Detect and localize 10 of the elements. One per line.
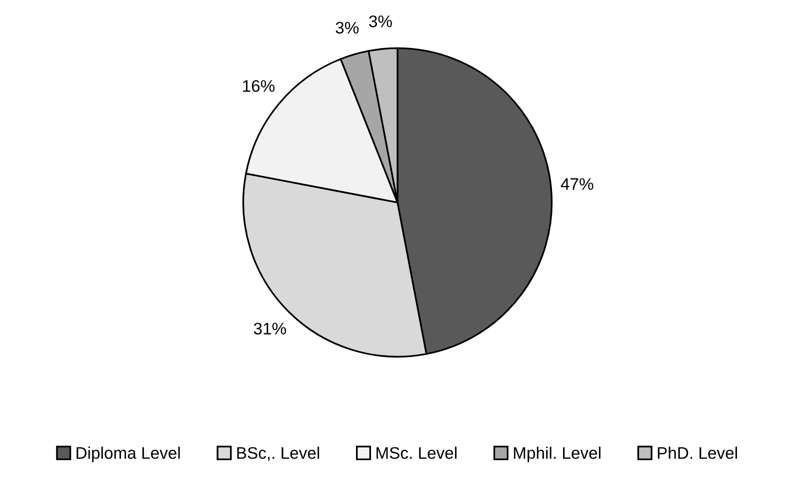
legend-label: PhD. Level	[658, 446, 737, 459]
legend-label: Diploma Level	[76, 446, 180, 462]
data-label: 3%	[336, 22, 359, 34]
data-label: 3%	[369, 15, 392, 28]
legend-label: Mphil. Level	[514, 446, 600, 462]
data-label: 31%	[254, 322, 286, 335]
legend-label: MSc. Level	[376, 446, 456, 459]
legend-label: BSc,. Level	[237, 446, 320, 461]
data-label: 16%	[243, 80, 275, 92]
data-label: 47%	[560, 178, 594, 190]
